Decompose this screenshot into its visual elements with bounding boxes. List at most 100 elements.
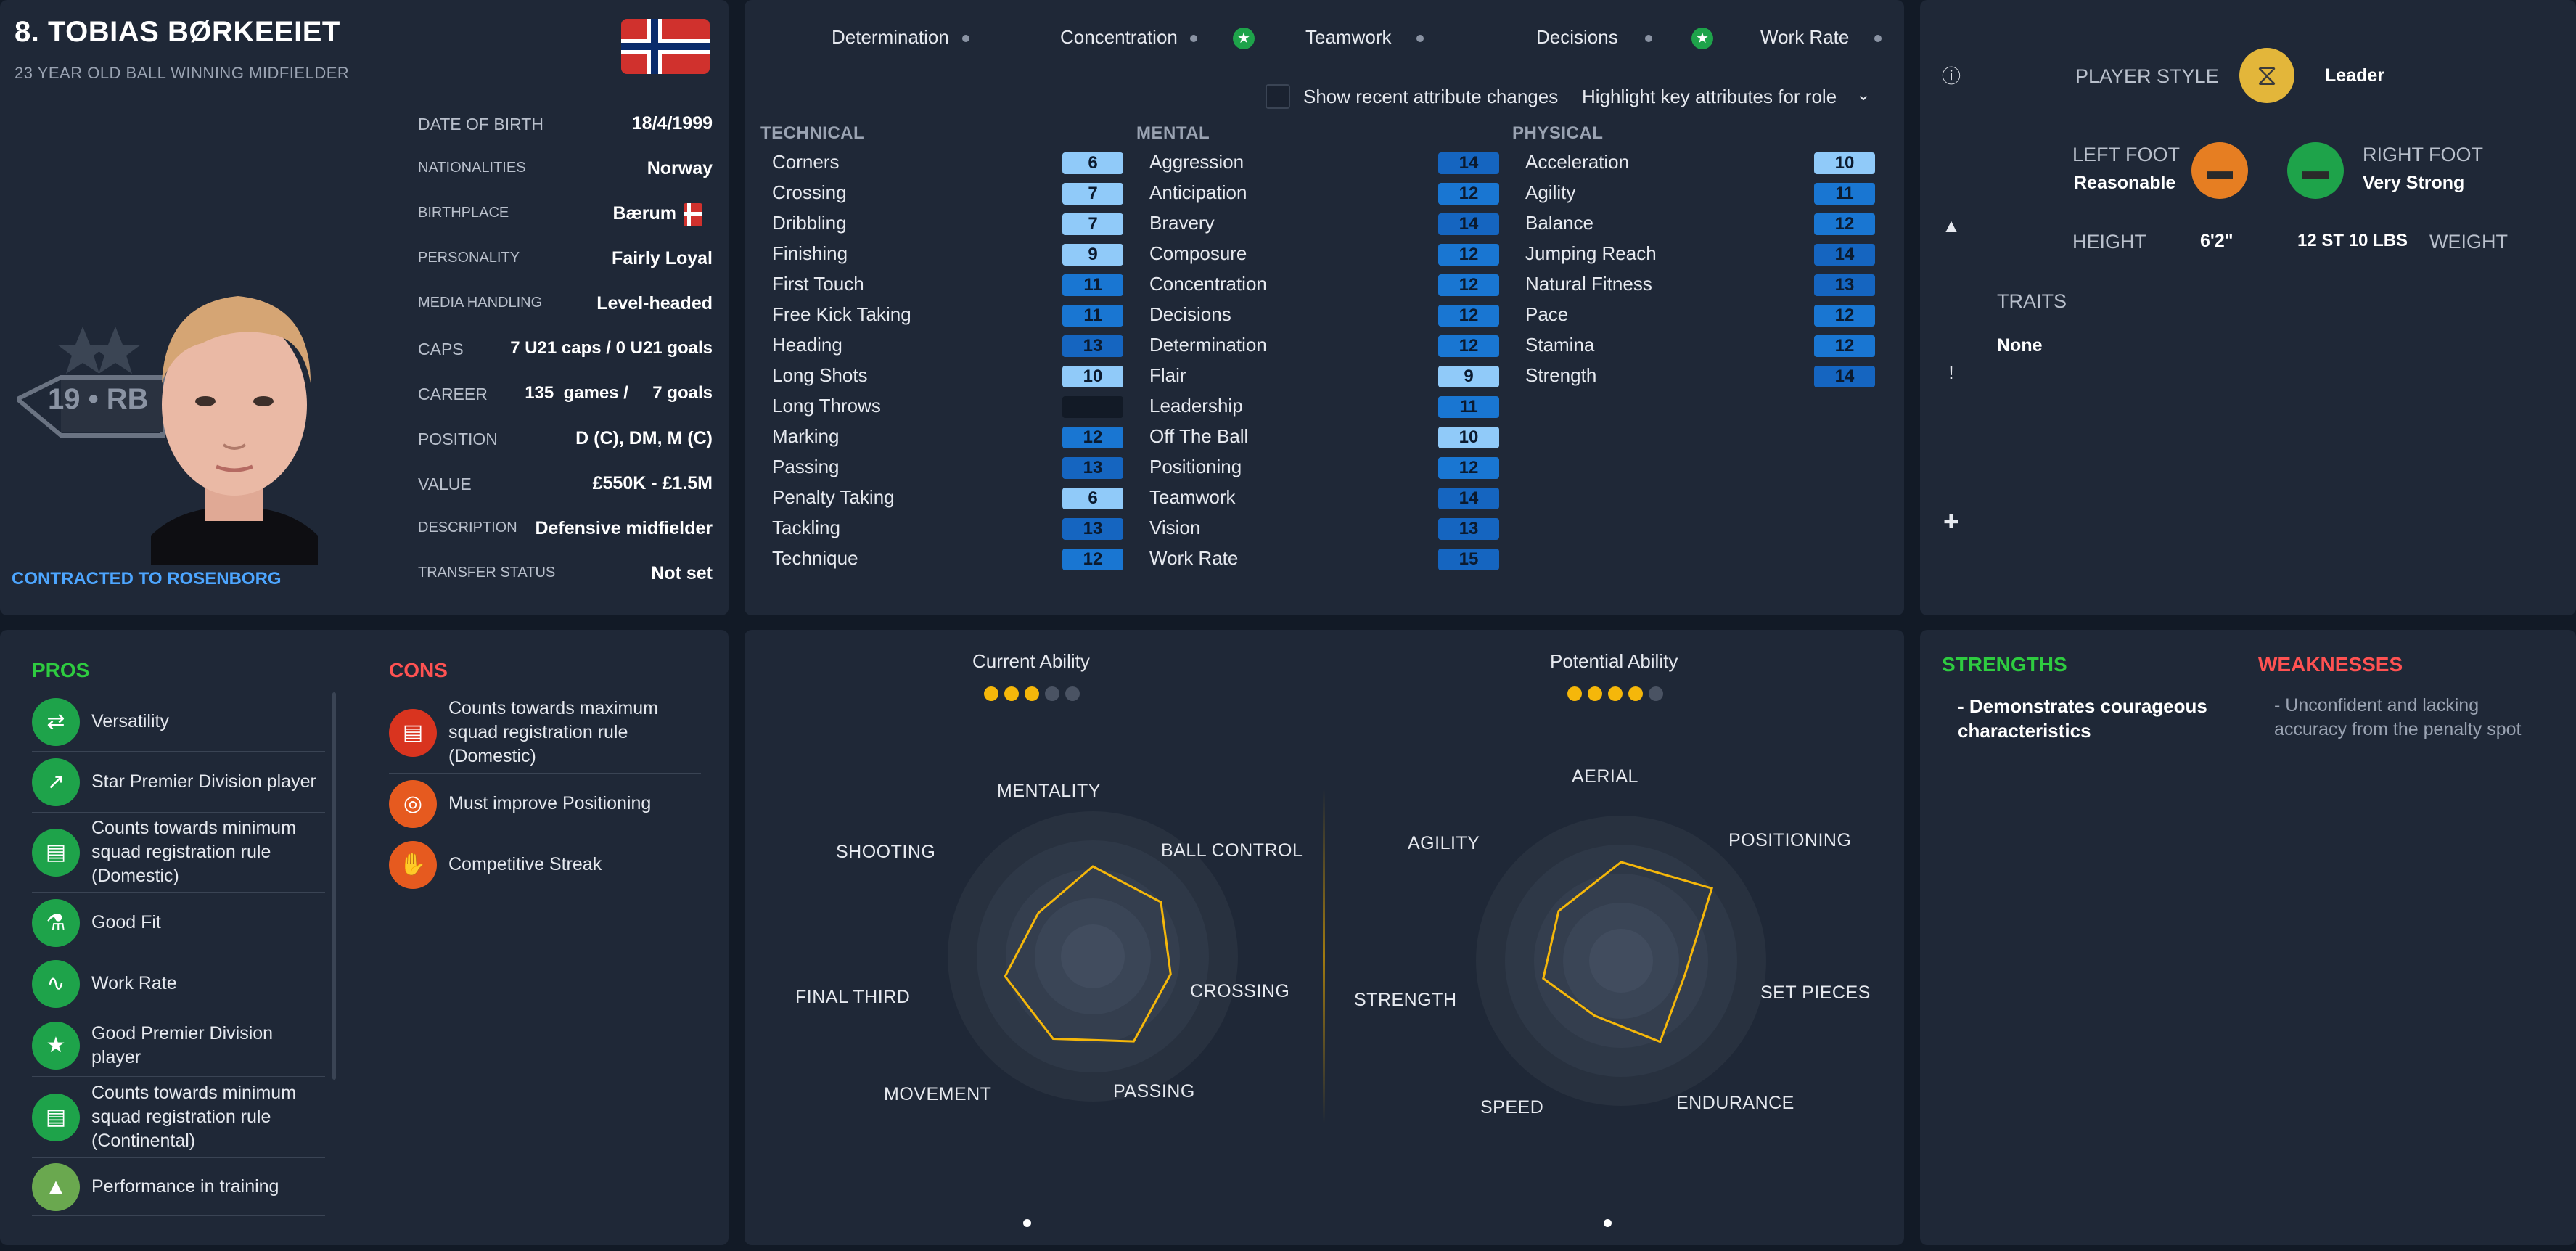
page-indicator-dot[interactable]: [1023, 1219, 1031, 1227]
potential-ability-label: Potential Ability: [1550, 650, 1678, 672]
star-icon: ★: [32, 1021, 80, 1070]
attr-name[interactable]: Passing: [772, 456, 840, 477]
competitive-icon: ✋: [389, 840, 437, 889]
attr-name[interactable]: Long Shots: [772, 364, 868, 386]
attr-value: 11: [1062, 305, 1123, 327]
attr-name[interactable]: Concentration: [1149, 273, 1267, 295]
detail-row: BIRTHPLACE Bærum: [418, 200, 713, 229]
attr-name[interactable]: Penalty Taking: [772, 486, 895, 508]
medical-icon[interactable]: ✚: [1943, 511, 1959, 533]
attr-value: [1062, 396, 1123, 418]
attr-name[interactable]: First Touch: [772, 273, 864, 295]
detail-row: DATE OF BIRTH 18/4/1999: [418, 110, 713, 139]
player-style-label: PLAYER STYLE: [2075, 65, 2219, 87]
radar-label-crossing: CROSSING: [1190, 981, 1290, 1001]
attr-name[interactable]: Long Throws: [772, 395, 881, 417]
attr-name[interactable]: Composure: [1149, 242, 1247, 264]
radar-label-shooting: SHOOTING: [836, 842, 936, 862]
detail-row: VALUE £550K - £1.5M: [418, 470, 713, 499]
attr-name[interactable]: Positioning: [1149, 456, 1242, 477]
show-recent-checkbox[interactable]: [1266, 84, 1290, 109]
club-crest-icon: 19 • RB: [13, 305, 177, 493]
attr-name[interactable]: Finishing: [772, 242, 848, 264]
radar-label-mentality: MENTALITY: [997, 781, 1101, 801]
attr-name[interactable]: Pace: [1525, 303, 1569, 325]
attr-name[interactable]: Bravery: [1149, 212, 1215, 234]
potential-ability-stars: [1567, 686, 1669, 704]
player-name: 8. TOBIAS BØRKEEIET: [15, 16, 340, 48]
key-attr-concentration: Concentration: [1060, 26, 1178, 48]
info-icon[interactable]: ⓘ: [1941, 65, 1961, 87]
attr-name[interactable]: Balance: [1525, 212, 1593, 234]
attr-name[interactable]: Jumping Reach: [1525, 242, 1657, 264]
attr-value: 12: [1438, 183, 1499, 205]
contract-status[interactable]: CONTRACTED TO ROSENBORG: [12, 569, 282, 588]
technical-attributes: Corners 6 Crossing 7 Dribbling 7 Finishi…: [745, 149, 1123, 578]
attr-name[interactable]: Free Kick Taking: [772, 303, 911, 325]
attr-name[interactable]: Vision: [1149, 517, 1201, 538]
pros-item-text: Star Premier Division player: [91, 771, 316, 792]
detail-label: BIRTHPLACE: [418, 205, 509, 221]
detail-value: 135 games / 7 goals: [525, 383, 713, 403]
attr-name[interactable]: Corners: [772, 151, 840, 173]
attr-name[interactable]: Stamina: [1525, 334, 1595, 356]
detail-label: VALUE: [418, 475, 472, 493]
attr-name[interactable]: Leadership: [1149, 395, 1243, 417]
attr-name[interactable]: Dribbling: [772, 212, 847, 234]
weaknesses-header: WEAKNESSES: [2258, 653, 2403, 676]
ability-star-icon: [1649, 686, 1663, 701]
attr-name[interactable]: Decisions: [1149, 303, 1231, 325]
attr-name[interactable]: Marking: [772, 425, 840, 447]
attr-name[interactable]: Crossing: [772, 181, 847, 203]
radar-ring: [1061, 924, 1125, 988]
attr-name[interactable]: Work Rate: [1149, 547, 1239, 569]
detail-value[interactable]: Bærum: [612, 203, 676, 223]
pros-item-text: Work Rate: [91, 973, 177, 993]
attr-name[interactable]: Aggression: [1149, 151, 1244, 173]
traits-label: TRAITS: [1997, 290, 2067, 312]
attr-value: 14: [1814, 244, 1875, 266]
pros-item-text: Good Fit: [91, 912, 161, 932]
attr-name[interactable]: Acceleration: [1525, 151, 1630, 173]
pros-item: ★ Good Premier Division player: [32, 1014, 325, 1077]
alert-icon[interactable]: !: [1948, 361, 1954, 383]
attr-name[interactable]: Heading: [772, 334, 842, 356]
detail-label: TRANSFER STATUS: [418, 565, 556, 581]
cons-item-text: Must improve Positioning: [448, 793, 652, 813]
player-info-panel: 8. TOBIAS BØRKEEIET 23 YEAR OLD BALL WIN…: [0, 0, 729, 615]
show-recent-label[interactable]: Show recent attribute changes: [1303, 86, 1559, 107]
cons-header: CONS: [389, 659, 448, 681]
attr-name[interactable]: Technique: [772, 547, 858, 569]
attr-name[interactable]: Agility: [1525, 181, 1576, 203]
trend-up-icon: ↗: [32, 758, 80, 806]
weight-value: 12 ST 10 LBS: [2297, 231, 2408, 250]
detail-value[interactable]: Not set: [651, 563, 713, 583]
detail-value[interactable]: Norway: [647, 158, 713, 179]
attr-name[interactable]: Teamwork: [1149, 486, 1236, 508]
detail-value: 18/4/1999: [631, 113, 713, 134]
training-cones-icon: ▲: [32, 1162, 80, 1211]
positioning-icon: ◎: [389, 779, 437, 828]
attr-name[interactable]: Strength: [1525, 364, 1597, 386]
radar-label-speed: SPEED: [1480, 1097, 1544, 1117]
mental-attributes: Aggression 14 Anticipation 12 Bravery 14…: [1120, 149, 1499, 578]
pros-item: ▲ Performance in training: [32, 1158, 325, 1216]
attr-name[interactable]: Tackling: [772, 517, 840, 538]
detail-label: POSITION: [418, 430, 498, 448]
attr-value: 10: [1438, 427, 1499, 448]
page-indicator-dot[interactable]: [1604, 1219, 1612, 1227]
radar-label-agility: AGILITY: [1408, 833, 1480, 853]
detail-label: CAREER: [418, 385, 488, 403]
attr-name[interactable]: Natural Fitness: [1525, 273, 1652, 295]
attr-name[interactable]: Determination: [1149, 334, 1267, 356]
pros-item: ∿ Work Rate: [32, 953, 325, 1014]
radar-shape: [1004, 865, 1172, 1043]
detail-value: Level-headed: [596, 293, 713, 313]
attr-name[interactable]: Off The Ball: [1149, 425, 1249, 447]
attr-name[interactable]: Anticipation: [1149, 181, 1247, 203]
feet-icon[interactable]: ▲: [1942, 215, 1961, 237]
highlight-role-dropdown[interactable]: Highlight key attributes for role ⌄: [1582, 83, 1887, 112]
pros-scrollbar[interactable]: [332, 692, 336, 1080]
attr-name[interactable]: Flair: [1149, 364, 1186, 386]
attr-value: 13: [1814, 274, 1875, 296]
